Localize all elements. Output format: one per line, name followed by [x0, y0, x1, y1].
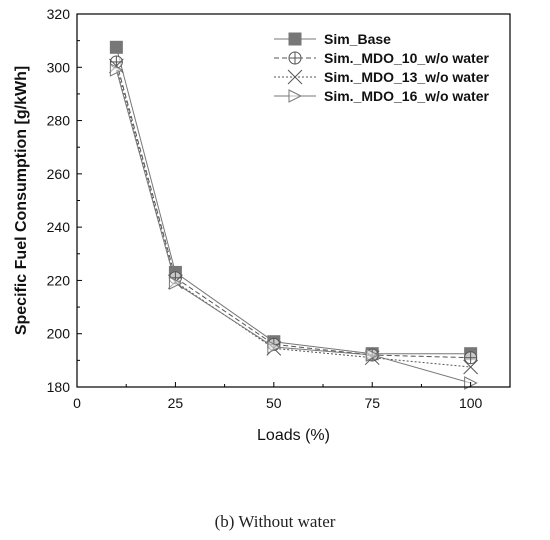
x-tick-label: 0 — [73, 395, 81, 411]
y-tick-label: 180 — [47, 379, 71, 395]
x-tick-label: 25 — [168, 395, 184, 411]
legend-marker — [288, 51, 302, 65]
y-axis-title: Specific Fuel Consumption [g/kWh] — [13, 66, 30, 335]
legend: Sim_Base Sim._MDO_10_w/o water Sim._MDO_13… — [274, 31, 490, 104]
y-tick-label: 240 — [47, 219, 71, 235]
legend-marker — [287, 69, 303, 85]
y-tick-label: 200 — [47, 326, 71, 342]
data-point-0 — [109, 40, 123, 54]
legend-entry-label: Sim._MDO_13_w/o water — [324, 69, 490, 85]
chart: 0 25 50 75 100 180 200 220 240 260 280 300 320 Loads… — [13, 6, 511, 444]
data-point-2 — [463, 359, 478, 375]
legend-entry-label: Sim_Base — [324, 31, 391, 47]
data-point-3 — [168, 276, 183, 290]
legend-marker — [288, 89, 303, 103]
data-point-3 — [365, 348, 380, 362]
x-axis-title: Loads (%) — [257, 427, 330, 444]
y-tick-label: 320 — [47, 6, 71, 22]
legend-entry-label: Sim._MDO_16_w/o water — [324, 88, 490, 104]
y-tick-label: 280 — [47, 113, 71, 129]
y-tick-label: 300 — [47, 59, 71, 75]
series-line-1 — [115, 61, 471, 359]
y-tick-label: 260 — [47, 166, 71, 182]
y-tick-label: 220 — [47, 272, 71, 288]
legend-marker — [288, 32, 302, 46]
data-point-3 — [109, 63, 124, 77]
x-tick-label: 75 — [364, 395, 380, 411]
legend-entry-label: Sim._MDO_10_w/o water — [324, 50, 490, 66]
series-line-2 — [115, 65, 471, 368]
x-tick-label: 100 — [459, 395, 483, 411]
data-point-1 — [464, 351, 478, 365]
figure-caption: (b) Without water — [214, 512, 336, 531]
x-tick-label: 50 — [266, 395, 282, 411]
data-point-3 — [267, 340, 281, 354]
series-line-3 — [115, 69, 471, 384]
